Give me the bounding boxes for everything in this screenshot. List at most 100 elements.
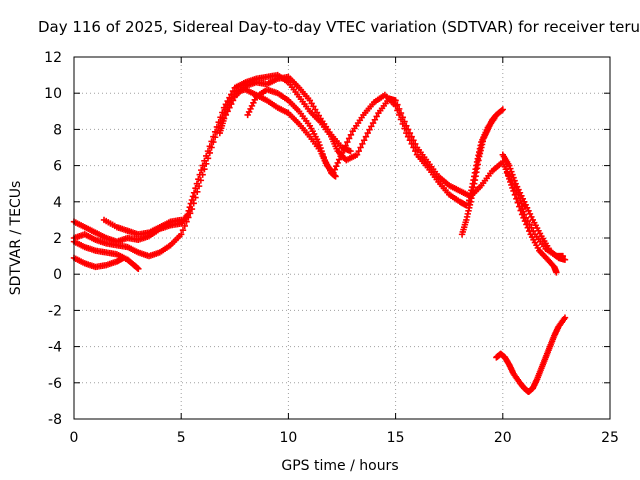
data-point bbox=[333, 163, 340, 170]
x-tick-label: 15 bbox=[387, 430, 405, 446]
data-point bbox=[357, 144, 364, 151]
data-point bbox=[506, 175, 513, 183]
data-point bbox=[511, 177, 518, 184]
y-tick-label: 10 bbox=[44, 86, 62, 102]
y-tick-label: -4 bbox=[48, 340, 62, 356]
data-point bbox=[369, 119, 377, 127]
data-point bbox=[362, 133, 370, 140]
data-point bbox=[194, 188, 201, 196]
data-point bbox=[211, 134, 219, 141]
data-point bbox=[392, 102, 399, 110]
data-point bbox=[526, 227, 533, 235]
data-point bbox=[183, 218, 190, 225]
data-point bbox=[178, 216, 185, 224]
plot-frame bbox=[73, 56, 611, 420]
x-tick-label: 5 bbox=[177, 430, 186, 446]
data-series bbox=[70, 71, 569, 396]
data-point bbox=[513, 195, 520, 202]
data-point bbox=[355, 147, 362, 155]
data-point bbox=[504, 172, 512, 180]
data-point bbox=[509, 171, 516, 178]
data-point bbox=[347, 131, 355, 139]
data-point bbox=[222, 111, 230, 119]
data-point bbox=[337, 153, 344, 160]
data-point bbox=[403, 129, 410, 137]
data-point bbox=[206, 149, 213, 157]
data-point bbox=[507, 178, 514, 186]
data-point bbox=[404, 126, 412, 133]
data-point bbox=[229, 97, 237, 104]
data-point bbox=[317, 144, 324, 152]
data-point bbox=[508, 168, 515, 175]
data-point bbox=[395, 111, 403, 119]
data-point bbox=[186, 210, 194, 217]
data-point bbox=[316, 141, 323, 149]
data-point bbox=[394, 107, 401, 114]
data-point bbox=[188, 196, 196, 204]
data-point bbox=[120, 254, 127, 262]
data-point bbox=[198, 166, 205, 174]
y-tick-label: -2 bbox=[48, 303, 62, 319]
data-point bbox=[347, 147, 354, 155]
data-point bbox=[203, 160, 210, 167]
data-point bbox=[511, 191, 519, 199]
data-point bbox=[499, 106, 506, 113]
x-tick-label: 10 bbox=[279, 430, 297, 446]
y-tick-label: -6 bbox=[48, 376, 62, 392]
data-point bbox=[523, 221, 530, 228]
data-point bbox=[188, 205, 196, 213]
y-tick-label: 0 bbox=[53, 267, 62, 283]
data-point bbox=[338, 149, 346, 157]
x-tick-label: 20 bbox=[494, 430, 512, 446]
data-point bbox=[190, 200, 197, 207]
data-series-track-8 bbox=[458, 106, 506, 238]
data-point bbox=[373, 113, 380, 120]
grid-lines bbox=[74, 57, 610, 419]
y-axis-label: SDTVAR / TECUs bbox=[8, 181, 24, 296]
data-point bbox=[224, 108, 231, 115]
data-point bbox=[228, 100, 235, 108]
data-point bbox=[199, 162, 206, 169]
data-point bbox=[318, 147, 325, 155]
data-point bbox=[359, 140, 366, 148]
data-point bbox=[220, 115, 228, 122]
data-point bbox=[404, 133, 412, 140]
x-tick-label: 0 bbox=[70, 430, 79, 446]
data-point bbox=[178, 231, 185, 238]
data-point bbox=[399, 120, 406, 128]
data-point bbox=[561, 314, 569, 321]
data-point bbox=[199, 171, 206, 178]
data-point bbox=[408, 140, 415, 148]
data-point bbox=[412, 147, 419, 155]
data-point bbox=[392, 97, 399, 104]
data-series-track-11 bbox=[503, 169, 560, 276]
data-point bbox=[561, 256, 569, 263]
data-point bbox=[517, 207, 524, 214]
data-series-track-12 bbox=[493, 314, 569, 396]
data-point bbox=[514, 199, 522, 206]
y-tick-label: 2 bbox=[53, 231, 62, 247]
data-point bbox=[366, 126, 373, 133]
x-axis-label: GPS time / hours bbox=[281, 458, 398, 474]
data-point bbox=[371, 116, 379, 123]
data-point bbox=[335, 156, 343, 163]
data-point bbox=[179, 226, 187, 234]
data-series-track-10 bbox=[499, 151, 569, 263]
data-point bbox=[353, 151, 361, 158]
data-point bbox=[521, 217, 529, 225]
data-point bbox=[204, 155, 212, 162]
data-series-track-7 bbox=[244, 86, 339, 180]
data-point bbox=[334, 159, 341, 167]
data-point bbox=[553, 269, 560, 276]
data-point bbox=[315, 138, 322, 146]
data-point bbox=[135, 265, 142, 272]
data-point bbox=[345, 135, 353, 142]
data-point bbox=[510, 174, 517, 181]
y-tick-label: 4 bbox=[53, 195, 62, 211]
data-point bbox=[226, 104, 233, 111]
y-tick-label: 8 bbox=[53, 122, 62, 138]
data-point bbox=[410, 144, 417, 151]
data-point bbox=[364, 129, 371, 137]
data-point bbox=[368, 123, 375, 130]
data-series-track-5 bbox=[100, 216, 185, 238]
